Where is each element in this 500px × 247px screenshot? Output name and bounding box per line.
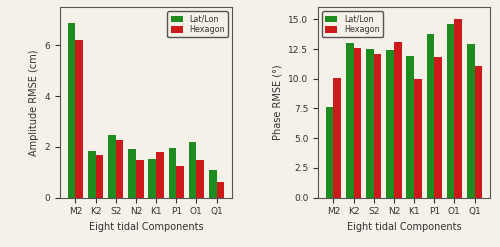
X-axis label: Eight tidal Components: Eight tidal Components (346, 222, 462, 232)
Bar (454, 19, 462, 198)
Bar (366, 49, 374, 198)
Y-axis label: Amplitude RMSE (cm): Amplitude RMSE (cm) (29, 49, 39, 156)
Bar (446, 24, 454, 198)
Bar (68, 23, 76, 198)
Bar (426, 34, 434, 198)
Bar (386, 50, 394, 198)
Bar (88, 151, 96, 198)
Legend: Lat/Lon, Hexagon: Lat/Lon, Hexagon (322, 11, 382, 38)
Bar (128, 149, 136, 198)
Bar (374, 54, 382, 198)
Bar (108, 135, 116, 198)
Bar (467, 44, 474, 198)
Bar (148, 159, 156, 198)
Bar (136, 160, 143, 198)
Bar (176, 166, 184, 198)
Bar (209, 170, 216, 198)
Bar (474, 66, 482, 198)
Bar (414, 79, 422, 198)
Bar (196, 160, 204, 198)
Bar (346, 43, 354, 198)
Bar (76, 40, 83, 198)
Bar (96, 155, 104, 198)
Y-axis label: Phase RMSE (°): Phase RMSE (°) (272, 65, 282, 140)
Bar (156, 152, 164, 198)
Bar (188, 142, 196, 198)
Bar (394, 42, 402, 198)
Bar (354, 48, 362, 198)
Bar (326, 107, 334, 198)
Bar (168, 148, 176, 198)
Bar (116, 140, 124, 198)
X-axis label: Eight tidal Components: Eight tidal Components (88, 222, 204, 232)
Bar (434, 57, 442, 198)
Bar (406, 56, 414, 198)
Legend: Lat/Lon, Hexagon: Lat/Lon, Hexagon (168, 11, 228, 38)
Bar (334, 78, 341, 198)
Bar (216, 182, 224, 198)
